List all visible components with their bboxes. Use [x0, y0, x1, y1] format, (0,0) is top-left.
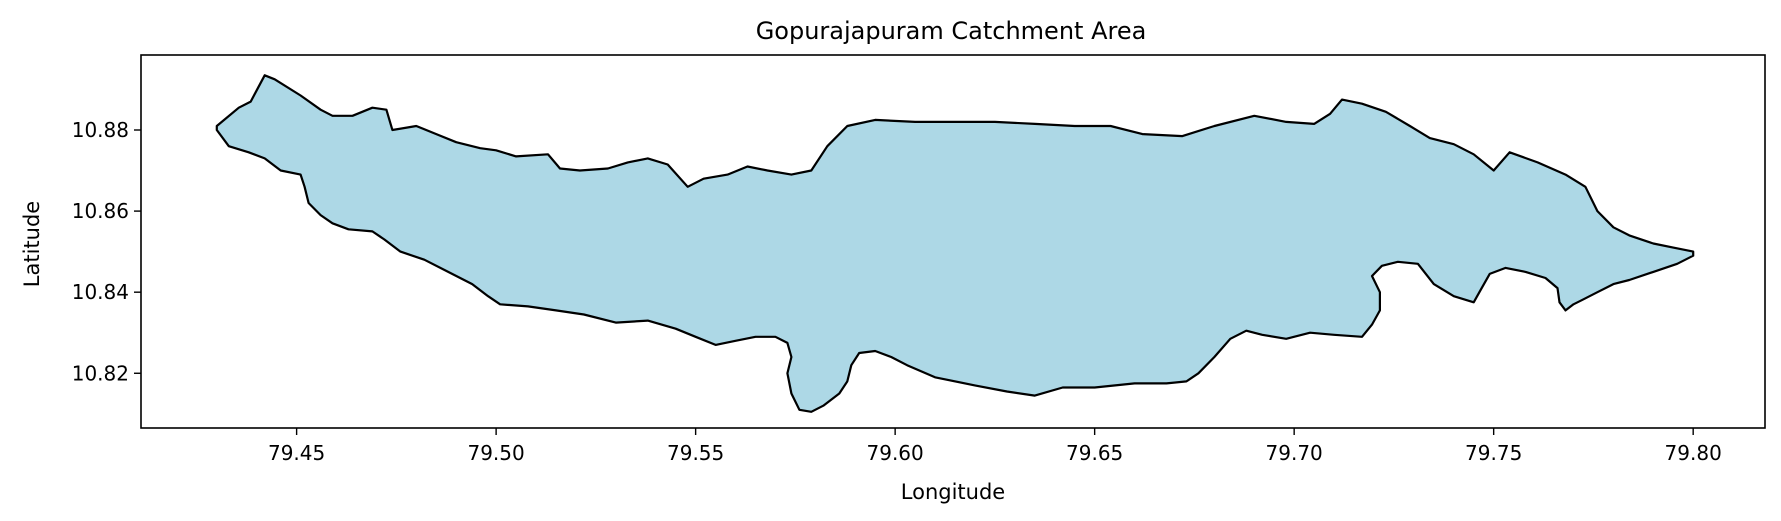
y-tick-label: 10.86 — [72, 199, 129, 223]
x-tick-label: 79.45 — [268, 441, 325, 465]
y-axis: 10.82 10.84 10.86 10.88 — [72, 118, 141, 385]
y-tick-label: 10.88 — [72, 118, 129, 142]
plot-frame — [140, 54, 1766, 429]
x-tick-label: 79.55 — [667, 441, 724, 465]
x-axis: 79.45 79.50 79.55 79.60 79.65 79.70 79.75 79.80 — [268, 428, 1722, 465]
x-tick-label: 79.75 — [1465, 441, 1522, 465]
catchment-boundary — [215, 74, 1695, 413]
y-axis-label: Latitude — [20, 201, 44, 287]
x-tick-label: 79.70 — [1266, 441, 1323, 465]
x-tick-label: 79.50 — [467, 441, 524, 465]
x-tick-label: 79.60 — [867, 441, 924, 465]
x-tick-label: 79.80 — [1665, 441, 1722, 465]
chart-title: Gopurajapuram Catchment Area — [756, 17, 1147, 45]
y-tick-label: 10.82 — [72, 361, 129, 385]
plot-area — [140, 54, 1766, 429]
x-axis-label: Longitude — [901, 480, 1005, 504]
x-tick-label: 79.65 — [1066, 441, 1123, 465]
y-tick-label: 10.84 — [72, 280, 129, 304]
